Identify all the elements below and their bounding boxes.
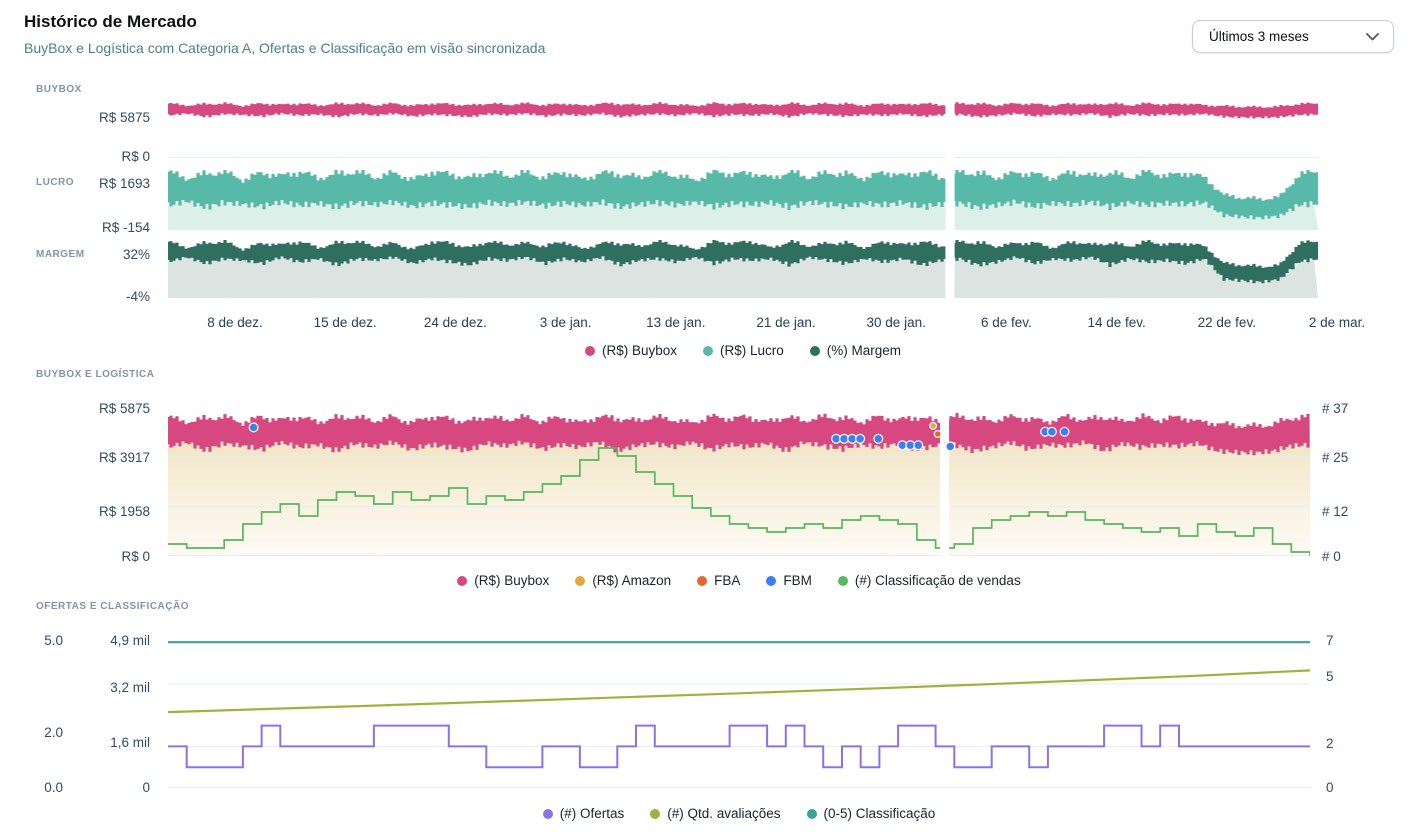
legend-dot-icon	[457, 575, 468, 586]
legend-item[interactable]: (R$) Amazon	[575, 573, 671, 588]
legend-item[interactable]: FBM	[766, 573, 812, 588]
buybox-price-chart[interactable]	[168, 100, 1318, 158]
offers-svg	[168, 641, 1310, 788]
x-axis-label: 30 de jan.	[866, 315, 926, 330]
legend-dot-icon	[806, 808, 817, 819]
chevron-down-icon	[1366, 32, 1379, 41]
legend-item[interactable]: (#) Ofertas	[542, 806, 625, 821]
sync-chart-legend: (R$) Buybox (R$) Lucro (%) Margem	[168, 343, 1318, 358]
legend-dot-icon	[702, 345, 713, 356]
legend-label: (%) Margem	[826, 343, 902, 358]
legend-label: (R$) Amazon	[592, 573, 672, 588]
logistics-right-tick-3: # 0	[1322, 549, 1341, 564]
offers-right-tick-2: 2	[1326, 736, 1334, 751]
legend-item[interactable]: (#) Classificação de vendas	[837, 573, 1021, 588]
x-axis-label: 24 de dez.	[423, 315, 487, 330]
lucro-axis-min: R$ -154	[101, 220, 150, 235]
x-axis-label: 13 de jan.	[646, 315, 706, 330]
margem-axis-max: 32%	[122, 247, 150, 262]
x-axis-label: 6 de fev.	[980, 315, 1032, 330]
margem-chart[interactable]	[168, 240, 1318, 298]
legend-label: (R$) Buybox	[601, 343, 677, 358]
legend-item[interactable]: FBA	[697, 573, 740, 588]
legend-item[interactable]: (R$) Lucro	[702, 343, 784, 358]
offers-outer-tick-2: 0.0	[44, 780, 63, 795]
offers-plot[interactable]	[168, 632, 1310, 788]
logistics-legend: (R$) Buybox (R$) Amazon FBA FBM (#) Classifi…	[168, 573, 1310, 588]
legend-dot-icon	[542, 808, 553, 819]
offers-outer-tick-1: 2.0	[44, 725, 63, 740]
logistics-left-tick-3: R$ 0	[121, 549, 150, 564]
offers-inner-tick-1: 3,2 mil	[110, 680, 150, 695]
legend-dot-icon	[584, 345, 595, 356]
legend-label: (#) Qtd. avaliações	[667, 806, 781, 821]
offers-inner-tick-3: 0	[142, 780, 150, 795]
page-subtitle: BuyBox e Logística com Categoria A, Ofer…	[24, 40, 546, 56]
buybox-axis-max: R$ 5875	[98, 110, 150, 125]
period-select[interactable]: Últimos 3 meses	[1192, 20, 1394, 53]
x-axis-label: 15 de dez.	[313, 315, 377, 330]
legend-item[interactable]: (#) Qtd. avaliações	[650, 806, 781, 821]
buybox-axis-min: R$ 0	[121, 149, 150, 164]
margem-svg	[168, 240, 1318, 298]
section-title-logistics: BUYBOX E LOGÍSTICA	[36, 369, 155, 380]
legend-dot-icon	[809, 345, 820, 356]
buybox-svg	[168, 100, 1318, 158]
lucro-svg	[168, 170, 1318, 230]
offers-inner-tick-2: 1,6 mil	[110, 735, 150, 750]
panel-label-lucro: LUCRO	[36, 177, 75, 188]
section-title-offers: OFERTAS E CLASSIFICAÇÃO	[36, 601, 189, 612]
legend-label: FBA	[714, 573, 741, 588]
lucro-chart[interactable]	[168, 170, 1318, 230]
x-axis-label: 2 de mar.	[1308, 315, 1366, 330]
legend-dot-icon	[766, 575, 777, 586]
offers-inner-tick-0: 4,9 mil	[110, 633, 150, 648]
page-title: Histórico de Mercado	[24, 12, 197, 31]
legend-dot-icon	[575, 575, 586, 586]
x-axis-label: 14 de fev.	[1087, 315, 1146, 330]
x-axis-labels: 8 de dez. 15 de dez. 24 de dez. 3 de jan. 13…	[168, 315, 1365, 335]
logistics-right-tick-1: # 25	[1322, 450, 1349, 465]
legend-label: (0-5) Classificação	[823, 806, 936, 821]
x-axis-label: 3 de jan.	[539, 315, 592, 330]
logistics-left-tick-2: R$ 1958	[98, 504, 150, 519]
logistics-right-tick-2: # 12	[1322, 504, 1349, 519]
legend-item[interactable]: (0-5) Classificação	[806, 806, 936, 821]
offers-right-tick-0: 7	[1326, 633, 1334, 648]
legend-label: (R$) Lucro	[719, 343, 784, 358]
offers-outer-tick-0: 5.0	[44, 633, 63, 648]
x-axis-label: 8 de dez.	[207, 315, 263, 330]
legend-label: FBM	[783, 573, 812, 588]
x-axis-label: 22 de fev.	[1197, 315, 1256, 330]
logistics-svg	[168, 408, 1310, 556]
legend-label: (#) Classificação de vendas	[854, 573, 1021, 588]
legend-item[interactable]: (R$) Buybox	[584, 343, 677, 358]
period-select-value: Últimos 3 meses	[1209, 29, 1309, 44]
legend-label: (R$) Buybox	[474, 573, 550, 588]
offers-right-tick-3: 0	[1326, 780, 1334, 795]
legend-dot-icon	[697, 575, 708, 586]
offers-right-tick-1: 5	[1326, 669, 1334, 684]
offers-legend: (#) Ofertas (#) Qtd. avaliações (0-5) Clas…	[168, 806, 1310, 821]
margem-axis-min: -4%	[125, 289, 150, 304]
panel-label-margem: MARGEM	[36, 249, 85, 260]
logistics-right-tick-0: # 37	[1322, 401, 1349, 416]
legend-dot-icon	[837, 575, 848, 586]
x-axis-label: 21 de jan.	[756, 315, 816, 330]
legend-item[interactable]: (%) Margem	[809, 343, 902, 358]
legend-label: (#) Ofertas	[559, 806, 625, 821]
legend-item[interactable]: (R$) Buybox	[457, 573, 549, 588]
logistics-plot[interactable]	[168, 408, 1310, 556]
logistics-left-tick-1: R$ 3917	[98, 450, 150, 465]
logistics-left-tick-0: R$ 5875	[98, 401, 150, 416]
lucro-axis-max: R$ 1693	[98, 176, 150, 191]
legend-dot-icon	[650, 808, 661, 819]
panel-label-buybox: BUYBOX	[36, 84, 82, 95]
